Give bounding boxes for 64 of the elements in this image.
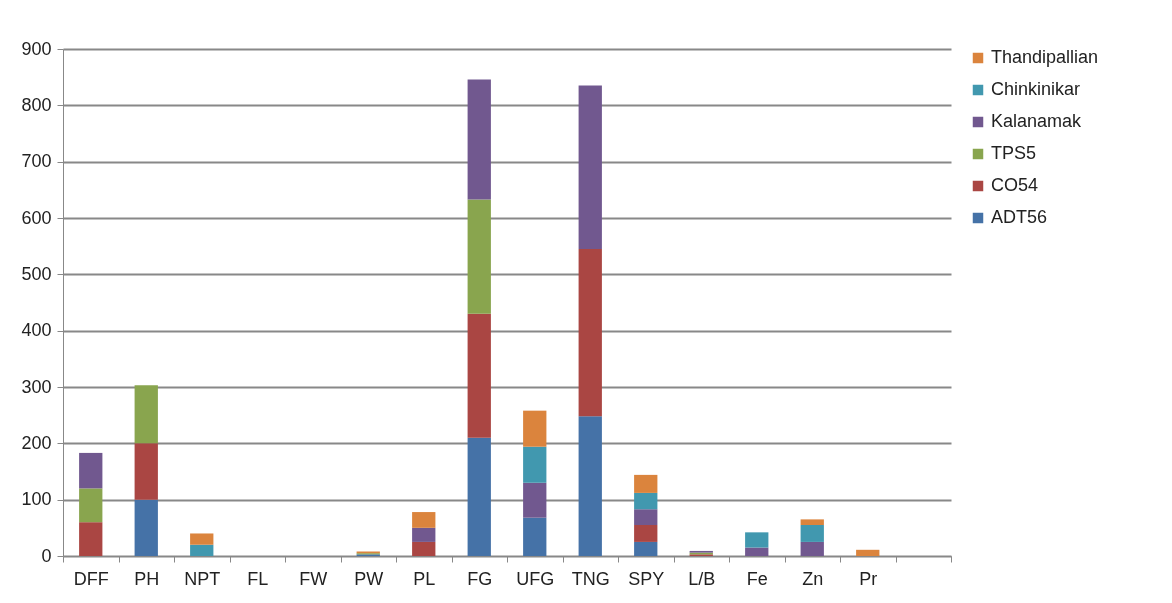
x-tick-label: PL [413,568,436,589]
bar [134,499,158,556]
bar [856,549,880,556]
y-tick-label: 500 [21,263,52,284]
bar [578,85,602,249]
bar [634,541,658,556]
x-tick-label: NPT [184,568,221,589]
y-tick-label: 0 [41,545,52,566]
x-tick-label: L/B [688,568,716,589]
x-tick-label: DFF [73,568,109,589]
x-tick-label: PW [354,568,384,589]
y-tick-label: 100 [21,489,52,510]
bar [79,452,103,489]
x-tick-label: FW [299,568,328,589]
bar [134,443,158,500]
x-tick-label: FG [467,568,493,589]
legend-label: CO54 [991,175,1039,195]
bar [578,248,602,417]
y-tick-label: 300 [21,376,52,397]
x-tick-label: Fe [746,568,768,589]
bar [190,533,214,545]
bar [412,512,436,528]
bar [523,482,547,518]
x-tick-label: SPY [628,568,665,589]
bar [134,385,158,444]
y-tick-label: 600 [21,207,52,228]
bar [412,527,436,542]
bar [467,313,491,438]
x-tick-label: TNG [571,568,610,589]
bar [79,488,103,523]
bar [523,517,547,556]
bar [800,541,824,556]
bar [634,474,658,493]
x-tick-label: Zn [802,568,824,589]
x-tick-label: FL [247,568,269,589]
legend-label: Thandipallian [991,47,1099,67]
bar [412,541,436,556]
bar [467,437,491,556]
bar [634,525,658,542]
y-tick-label: 900 [21,38,52,59]
legend-label: TPS5 [991,143,1037,163]
y-tick-label: 200 [21,432,52,453]
bar [523,410,547,447]
y-tick-label: 700 [21,151,52,172]
y-tick-label: 400 [21,320,52,341]
bar [467,79,491,200]
bar [745,532,769,548]
x-tick-label: UFG [516,568,555,589]
bar [467,199,491,314]
bar [578,416,602,556]
bar [745,547,769,556]
legend-label: Kalanamak [991,111,1083,131]
bar [800,525,824,542]
bar [190,544,214,556]
x-tick-label: PH [134,568,160,589]
bar [800,519,824,526]
x-tick-label: Pr [859,568,878,589]
legend-label: Chinkinikar [991,79,1081,99]
bar [634,492,658,510]
bar [634,509,658,526]
legend-label: ADT56 [991,207,1048,227]
y-tick-label: 800 [21,94,52,115]
bar [523,446,547,483]
bar [79,522,103,556]
